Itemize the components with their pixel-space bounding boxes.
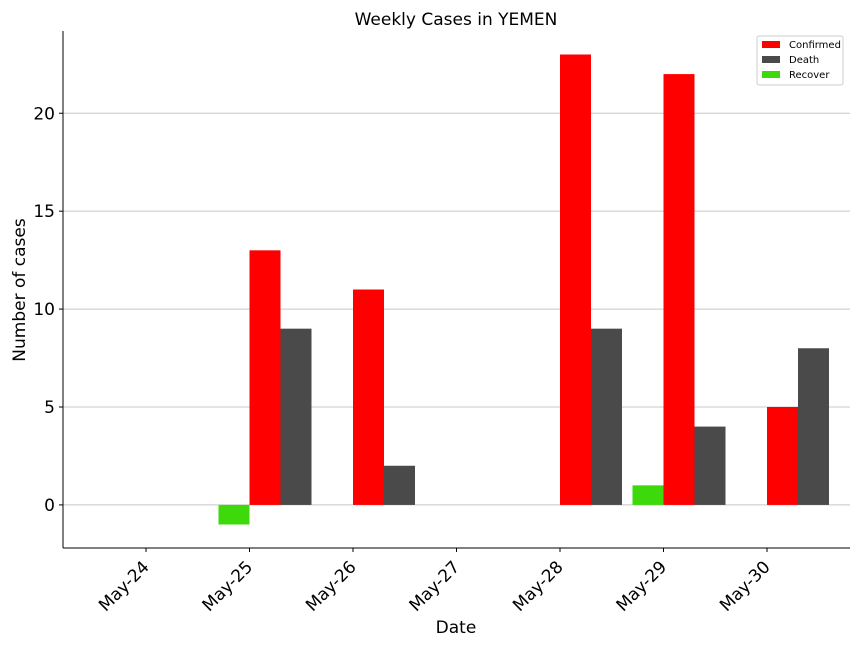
x-tick-label: May-25 bbox=[199, 557, 257, 615]
bar-death bbox=[798, 348, 829, 505]
bar-confirmed bbox=[353, 289, 384, 505]
bars bbox=[218, 54, 829, 525]
y-tick-label: 5 bbox=[44, 398, 55, 418]
legend-label-confirmed: Confirmed bbox=[789, 40, 841, 51]
bar-confirmed bbox=[663, 74, 695, 505]
bar-death bbox=[591, 328, 622, 505]
legend-swatch-recover bbox=[762, 71, 780, 78]
axes bbox=[59, 31, 850, 552]
bar-death bbox=[694, 426, 726, 505]
bar-recover bbox=[632, 485, 664, 505]
legend-swatch-death bbox=[762, 56, 780, 63]
tick-labels: 0 5 10 15 20 May-24 May-25 May-26 May-27 May-28 Ma… bbox=[33, 104, 774, 616]
bar-death bbox=[384, 465, 415, 505]
bar-death bbox=[280, 328, 312, 505]
x-tick-label: May-24 bbox=[95, 557, 153, 615]
y-axis-label: Number of cases bbox=[10, 218, 30, 362]
y-tick-label: 20 bbox=[33, 104, 55, 124]
legend-label-death: Death bbox=[789, 55, 819, 66]
x-tick-label: May-29 bbox=[613, 557, 671, 615]
bar-confirmed bbox=[249, 250, 281, 505]
legend-swatch-confirmed bbox=[762, 41, 780, 48]
x-tick-label: May-28 bbox=[509, 557, 567, 615]
y-tick-label: 10 bbox=[33, 300, 55, 320]
y-tick-label: 15 bbox=[33, 202, 55, 222]
legend-label-recover: Recover bbox=[789, 70, 830, 81]
legend: Confirmed Death Recover bbox=[756, 35, 844, 86]
x-tick-label: May-30 bbox=[716, 557, 774, 615]
x-tick-label: May-26 bbox=[302, 557, 360, 615]
bar-confirmed bbox=[767, 407, 798, 505]
chart-title: Weekly Cases in YEMEN bbox=[355, 10, 558, 30]
x-tick-label: May-27 bbox=[406, 557, 464, 615]
bar-confirmed bbox=[560, 54, 591, 505]
y-tick-label: 0 bbox=[44, 496, 55, 516]
x-axis-label: Date bbox=[436, 618, 477, 638]
bar-recover bbox=[218, 504, 250, 525]
gridlines bbox=[63, 112, 850, 506]
